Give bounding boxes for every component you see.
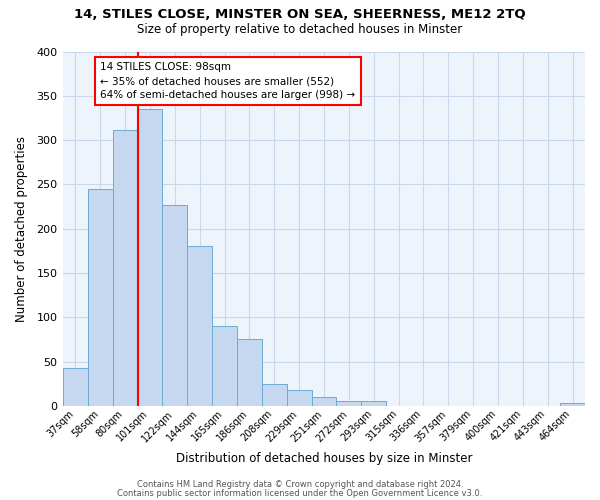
Bar (113, 130, 137, 406)
Bar (63, 368, 88, 406)
X-axis label: Distribution of detached houses by size in Minster: Distribution of detached houses by size … (176, 452, 472, 465)
Bar (361, 402, 386, 406)
Bar (560, 403, 585, 406)
Bar (187, 246, 212, 406)
Bar (137, 109, 163, 406)
Bar (88, 189, 113, 406)
Text: Contains public sector information licensed under the Open Government Licence v3: Contains public sector information licen… (118, 489, 482, 498)
Text: 14 STILES CLOSE: 98sqm
← 35% of detached houses are smaller (552)
64% of semi-de: 14 STILES CLOSE: 98sqm ← 35% of detached… (100, 62, 355, 100)
Y-axis label: Number of detached properties: Number of detached properties (15, 136, 28, 322)
Bar (287, 390, 311, 406)
Bar (262, 384, 287, 406)
Text: Size of property relative to detached houses in Minster: Size of property relative to detached ho… (137, 22, 463, 36)
Bar (163, 205, 187, 406)
Bar (212, 326, 237, 406)
Bar (337, 402, 361, 406)
Text: 14, STILES CLOSE, MINSTER ON SEA, SHEERNESS, ME12 2TQ: 14, STILES CLOSE, MINSTER ON SEA, SHEERN… (74, 8, 526, 20)
Bar (311, 397, 337, 406)
Text: Contains HM Land Registry data © Crown copyright and database right 2024.: Contains HM Land Registry data © Crown c… (137, 480, 463, 489)
Bar (237, 340, 262, 406)
